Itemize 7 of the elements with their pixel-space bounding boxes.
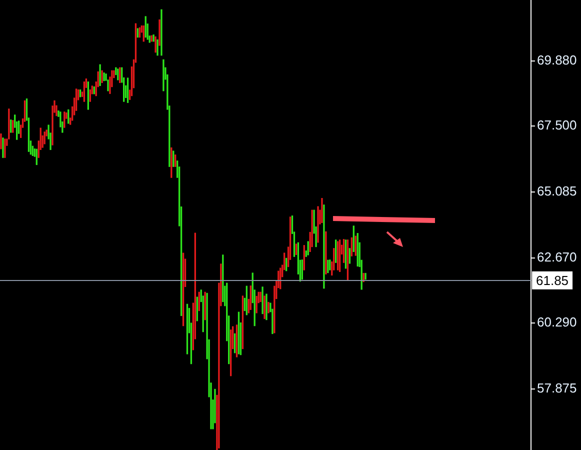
- y-tick-label: 67.500: [537, 117, 577, 132]
- y-tick-label: 65.085: [537, 183, 577, 198]
- ref-line-label: 61.85: [536, 272, 569, 288]
- y-tick-label: 62.670: [537, 250, 577, 265]
- y-tick-label: 69.880: [537, 52, 577, 68]
- y-tick-label: 57.875: [537, 380, 577, 396]
- y-tick-label: 60.290: [537, 314, 577, 330]
